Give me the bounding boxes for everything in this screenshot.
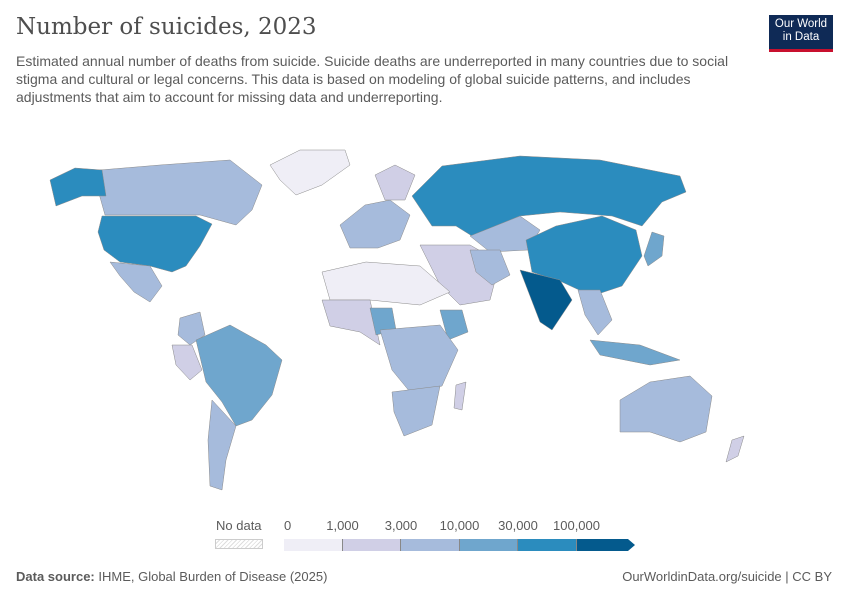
country-region-brazil[interactable] — [195, 324, 283, 427]
source-label: Data source: — [16, 569, 95, 584]
subtitle: Estimated annual number of deaths from s… — [16, 52, 746, 106]
legend-bin[interactable] — [401, 539, 460, 551]
data-source: Data source: IHME, Global Burden of Dise… — [16, 569, 327, 584]
country-region-australia[interactable] — [619, 375, 713, 443]
legend-tick-label: 10,000 — [439, 518, 480, 533]
country-region-greenland[interactable] — [269, 149, 351, 196]
page-title: Number of suicides, 2023 — [16, 14, 317, 40]
country-region-ethiopia[interactable] — [439, 309, 469, 341]
legend-tick-label: 0 — [284, 518, 292, 533]
legend-bin[interactable] — [342, 539, 401, 551]
country-region-canada[interactable] — [97, 159, 263, 226]
legend-bin[interactable] — [284, 539, 343, 551]
subtitle-line: Estimated annual number of deaths from s… — [16, 53, 729, 69]
country-region-argentina[interactable] — [207, 399, 237, 491]
country-region-peru[interactable] — [171, 344, 203, 381]
owid-logo[interactable]: Our World in Data — [769, 15, 833, 52]
country-region-europe-west[interactable] — [339, 199, 411, 249]
legend-bin[interactable] — [459, 539, 518, 551]
subtitle-line: stigma and cultural or legal concerns. T… — [16, 71, 691, 87]
country-region-southeast-asia[interactable] — [577, 289, 613, 336]
world-map[interactable] — [0, 140, 850, 510]
country-region-indonesia[interactable] — [589, 339, 681, 366]
country-region-india[interactable] — [519, 269, 573, 331]
source-text: IHME, Global Burden of Disease (2025) — [98, 569, 328, 584]
country-region-mexico[interactable] — [109, 261, 163, 303]
source-url[interactable]: OurWorldinData.org/suicide | CC BY — [622, 569, 832, 584]
legend-tick-label: 100,000 — [553, 518, 600, 533]
legend-bin[interactable] — [518, 539, 577, 551]
country-region-russia[interactable] — [411, 155, 687, 237]
logo-line: in Data — [782, 31, 820, 43]
legend-tick-label: 1,000 — [326, 518, 359, 533]
country-region-africa-north[interactable] — [321, 261, 451, 306]
legend: No data 0 1,000 3,000 10,000 30,000 100,000 — [0, 512, 850, 552]
country-region-europe-north[interactable] — [374, 164, 416, 201]
country-region-africa-central[interactable] — [379, 324, 459, 393]
country-region-iran[interactable] — [469, 249, 511, 286]
country-region-united-states[interactable] — [97, 215, 213, 273]
country-region-new-zealand[interactable] — [725, 435, 745, 463]
legend-tick-label: 30,000 — [498, 518, 538, 533]
no-data-swatch[interactable] — [215, 539, 263, 549]
subtitle-line: adjustments that aim to account for miss… — [16, 89, 443, 105]
country-region-japan[interactable] — [643, 231, 665, 267]
country-region-alaska[interactable] — [49, 167, 107, 207]
country-region-madagascar[interactable] — [453, 381, 467, 411]
legend-bin[interactable] — [576, 539, 635, 551]
no-data-label: No data — [216, 518, 262, 533]
country-region-south-africa[interactable] — [391, 385, 441, 437]
legend-tick-label: 3,000 — [384, 518, 418, 533]
country-region-africa-west[interactable] — [321, 299, 381, 346]
logo-line: Our World — [774, 18, 828, 30]
